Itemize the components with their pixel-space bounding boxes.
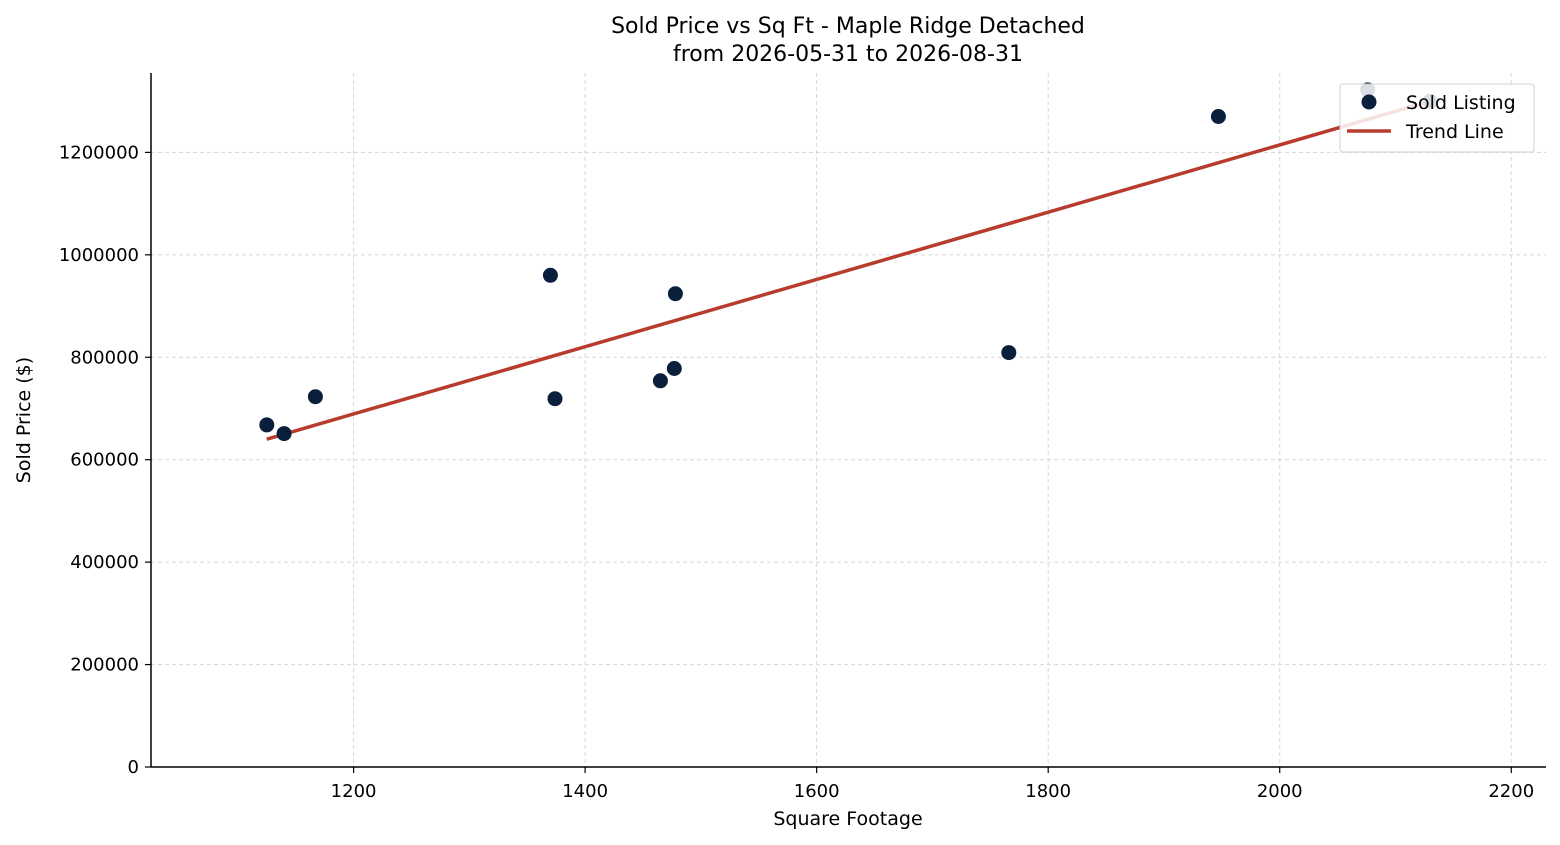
data-point	[1001, 345, 1017, 361]
trend-line	[266, 99, 1431, 441]
data-points	[259, 82, 1438, 442]
x-tick-label: 1200	[331, 781, 377, 802]
y-tick-label: 200000	[70, 655, 139, 676]
axes	[150, 73, 1546, 768]
y-ticks: 0 200000 400000 600000 800000 1000000 1200000	[59, 142, 151, 778]
data-point	[666, 361, 682, 376]
x-tick-label: 2000	[1257, 781, 1303, 802]
chart-title-line2: from 2026-05-31 to 2026-08-31	[673, 42, 1023, 67]
grid-lines	[151, 73, 1546, 767]
data-point	[259, 417, 275, 433]
x-axis-label: Square Footage	[773, 808, 922, 830]
trend-line-layer	[266, 99, 1431, 441]
y-tick-label: 1000000	[59, 245, 139, 266]
y-tick-label: 800000	[70, 347, 139, 368]
data-point	[667, 286, 683, 302]
data-point	[276, 426, 292, 442]
y-tick-label: 0	[128, 757, 139, 778]
y-tick-label: 600000	[70, 450, 139, 471]
x-tick-label: 1800	[1025, 781, 1071, 802]
x-tick-label: 1400	[562, 781, 608, 802]
data-point	[542, 267, 558, 283]
y-tick-label: 400000	[70, 552, 139, 573]
legend-marker-sold-listing	[1361, 94, 1377, 110]
legend-box	[1339, 83, 1535, 153]
legend-label-trend-line: Trend Line	[1405, 121, 1504, 143]
data-point	[652, 373, 668, 389]
y-tick-label: 1200000	[59, 142, 139, 163]
y-axis-label: Sold Price ($)	[13, 357, 35, 483]
x-tick-label: 1600	[794, 781, 840, 802]
legend: Sold Listing Trend Line	[1339, 83, 1535, 153]
legend-label-sold-listing: Sold Listing	[1406, 92, 1516, 114]
data-point	[547, 391, 563, 407]
data-point	[1210, 109, 1226, 124]
x-ticks: 1200 1400 1600 1800 2000 2200	[331, 767, 1534, 802]
data-point	[307, 389, 323, 405]
chart-title-line1: Sold Price vs Sq Ft - Maple Ridge Detach…	[611, 14, 1085, 39]
x-tick-label: 2200	[1488, 781, 1534, 802]
